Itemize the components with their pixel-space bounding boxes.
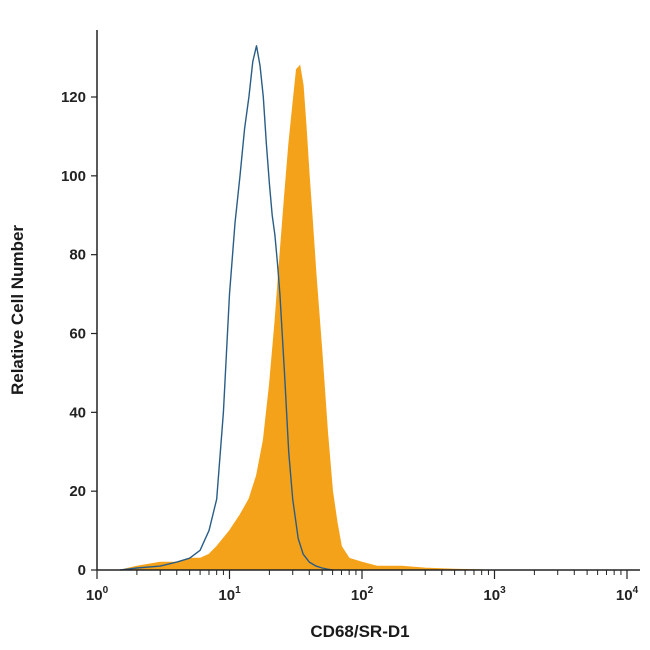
x-tick-label: 102 <box>351 585 374 604</box>
axes-layer <box>96 30 640 571</box>
x-tick-label: 103 <box>483 585 506 604</box>
ticks-layer: 0 20 40 60 80 100 120 100 101 102 103 104 <box>61 89 639 604</box>
y-tick-label: 40 <box>69 404 86 421</box>
y-tick-label: 60 <box>69 326 86 343</box>
x-tick-label: 104 <box>616 585 639 604</box>
x-axis-title: CD68/SR-D1 <box>310 622 409 641</box>
y-tick-label: 20 <box>69 483 86 500</box>
y-tick-label: 0 <box>78 562 86 579</box>
y-tick-label: 120 <box>61 89 86 106</box>
y-tick-label: 100 <box>61 168 86 185</box>
x-tick-label: 100 <box>86 585 109 604</box>
y-tick-label: 80 <box>69 247 86 264</box>
y-axis-title: Relative Cell Number <box>8 225 27 395</box>
series-1-outline-histogram <box>120 45 333 571</box>
x-tick-label: 101 <box>218 585 241 604</box>
series-0-filled-histogram <box>120 64 495 571</box>
series-layer <box>120 45 495 571</box>
